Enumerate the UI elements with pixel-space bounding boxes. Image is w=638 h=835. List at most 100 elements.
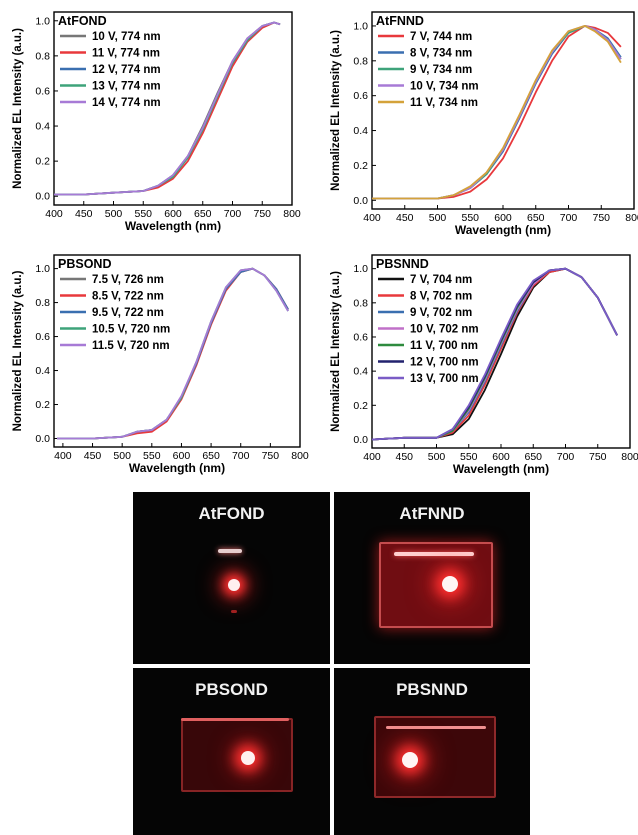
x-tick-label: 400: [363, 451, 381, 463]
series-line: [54, 21, 281, 196]
x-tick-label: 500: [429, 212, 447, 224]
series-line: [54, 21, 281, 196]
x-axis-label: Wavelength (nm): [125, 219, 221, 233]
device-photo-atfond: AtFOND: [133, 492, 330, 664]
y-tick-label: 1.0: [353, 20, 368, 32]
series-line: [371, 267, 618, 441]
x-tick-label: 800: [291, 450, 309, 462]
x-tick-label: 700: [560, 212, 578, 224]
device-substrate-glow: [379, 542, 493, 628]
emission-spot: [228, 579, 240, 591]
y-tick-label: 1.0: [35, 15, 50, 27]
x-tick-label: 750: [253, 208, 271, 220]
y-tick-label: 1.0: [353, 263, 368, 275]
series-line: [57, 267, 289, 440]
x-tick-label: 650: [524, 451, 542, 463]
glass-edge-glow: [386, 726, 486, 729]
x-tick-label: 600: [492, 451, 510, 463]
x-tick-label: 700: [557, 451, 575, 463]
x-tick-label: 650: [194, 208, 212, 220]
x-tick-label: 450: [75, 208, 93, 220]
glass-edge-glow: [218, 549, 242, 553]
legend-entry: 11 V, 734 nm: [410, 97, 478, 109]
chart-panel: 400 450 500 550 600 650 700 750 800 0.0 0.2 0.4 0.6 0…: [330, 254, 638, 476]
legend-entry: 9 V, 734 nm: [410, 64, 472, 76]
x-axis-label: Wavelength (nm): [453, 462, 549, 476]
device-photo-pbsond: PBSOND: [133, 668, 330, 835]
y-axis-label: Normalized EL Intensity (a.u.): [330, 30, 342, 191]
y-tick-label: 0.8: [353, 55, 368, 67]
x-axis-label: Wavelength (nm): [129, 461, 225, 475]
legend-entry: 8 V, 734 nm: [410, 48, 472, 60]
legend-entry: 12 V, 700 nm: [410, 357, 479, 369]
device-substrate-glow: [181, 718, 293, 792]
legend-entry: 7.5 V, 726 nm: [92, 274, 164, 286]
chart-panel: 400 450 500 550 600 650 700 750 800 0.0 0.2 0.4 0.6 0…: [12, 11, 301, 233]
legend-entry: 12 V, 774 nm: [92, 64, 161, 76]
x-tick-label: 750: [262, 450, 280, 462]
photo-label: AtFOND: [198, 504, 265, 523]
series-line: [372, 24, 622, 200]
series-line: [54, 21, 281, 196]
x-tick-label: 600: [164, 208, 182, 220]
legend-entry: 13 V, 700 nm: [410, 373, 479, 385]
photo-label: AtFNND: [399, 504, 465, 523]
legend-entry: 11.5 V, 720 nm: [92, 340, 170, 352]
chart-panel: 400 450 500 550 600 650 700 750 800 0.0 0.2 0.4 0.6 0…: [12, 254, 309, 475]
x-tick-label: 500: [113, 450, 131, 462]
chart-figure: 400 450 500 550 600 650 700 750 800 0.0 0.2 0.4 0.6 0…: [12, 11, 638, 476]
y-axis-label: Normalized EL Intensity (a.u.): [12, 28, 24, 189]
legend-entry: 14 V, 774 nm: [92, 97, 161, 109]
y-tick-label: 0.4: [35, 121, 50, 133]
x-tick-label: 450: [84, 450, 102, 462]
y-tick-label: 0.6: [35, 331, 50, 343]
x-tick-label: 450: [396, 212, 414, 224]
legend-entry: 10.5 V, 720 nm: [92, 324, 170, 336]
y-tick-label: 0.8: [353, 297, 368, 309]
x-tick-label: 550: [461, 212, 479, 224]
y-tick-label: 0.6: [353, 331, 368, 343]
y-tick-label: 0.4: [35, 365, 50, 377]
y-tick-label: 0.8: [35, 50, 50, 62]
legend-entry: 13 V, 774 nm: [92, 81, 161, 93]
legend-entry: 7 V, 704 nm: [410, 274, 472, 286]
x-tick-label: 700: [224, 208, 242, 220]
x-tick-label: 700: [232, 450, 250, 462]
x-tick-label: 600: [173, 450, 191, 462]
x-tick-label: 650: [202, 450, 220, 462]
series-line: [54, 21, 281, 196]
x-tick-label: 400: [54, 450, 72, 462]
x-tick-label: 550: [143, 450, 161, 462]
panel-label: PBSOND: [58, 257, 111, 271]
y-tick-label: 0.2: [353, 160, 368, 172]
device-photo-pbsnnd: PBSNND: [334, 668, 530, 835]
legend-entry: 9.5 V, 722 nm: [92, 307, 164, 319]
chart-panel: 400 450 500 550 600 650 700 750 800 0.0 0.2 0.4 0.6 0…: [330, 11, 638, 237]
y-tick-label: 0.6: [35, 85, 50, 97]
x-tick-label: 500: [105, 208, 123, 220]
legend-entry: 10 V, 734 nm: [410, 81, 479, 93]
y-tick-label: 0.6: [353, 90, 368, 102]
x-tick-label: 400: [363, 212, 381, 224]
y-tick-label: 0.0: [353, 434, 368, 446]
plot-frame: [53, 254, 301, 448]
legend-entry: 11 V, 700 nm: [410, 340, 478, 352]
x-tick-label: 600: [494, 212, 512, 224]
y-tick-label: 1.0: [35, 263, 50, 275]
device-photo-atfnnd: AtFNND: [334, 492, 530, 664]
y-axis-label: Normalized EL Intensity (a.u.): [12, 270, 24, 431]
x-tick-label: 400: [45, 208, 63, 220]
photo-label: PBSOND: [195, 680, 268, 699]
photo-label: PBSNND: [396, 680, 468, 699]
x-tick-label: 800: [621, 451, 638, 463]
emission-spot: [402, 752, 418, 768]
y-tick-label: 0.8: [35, 297, 50, 309]
glass-edge-glow: [394, 552, 474, 556]
x-tick-label: 750: [589, 451, 607, 463]
legend-entry: 8 V, 702 nm: [410, 291, 472, 303]
x-tick-label: 550: [460, 451, 478, 463]
series-line: [54, 21, 281, 196]
panel-label: AtFOND: [58, 14, 107, 28]
x-axis-label: Wavelength (nm): [455, 223, 551, 237]
legend-entry: 8.5 V, 722 nm: [92, 291, 164, 303]
